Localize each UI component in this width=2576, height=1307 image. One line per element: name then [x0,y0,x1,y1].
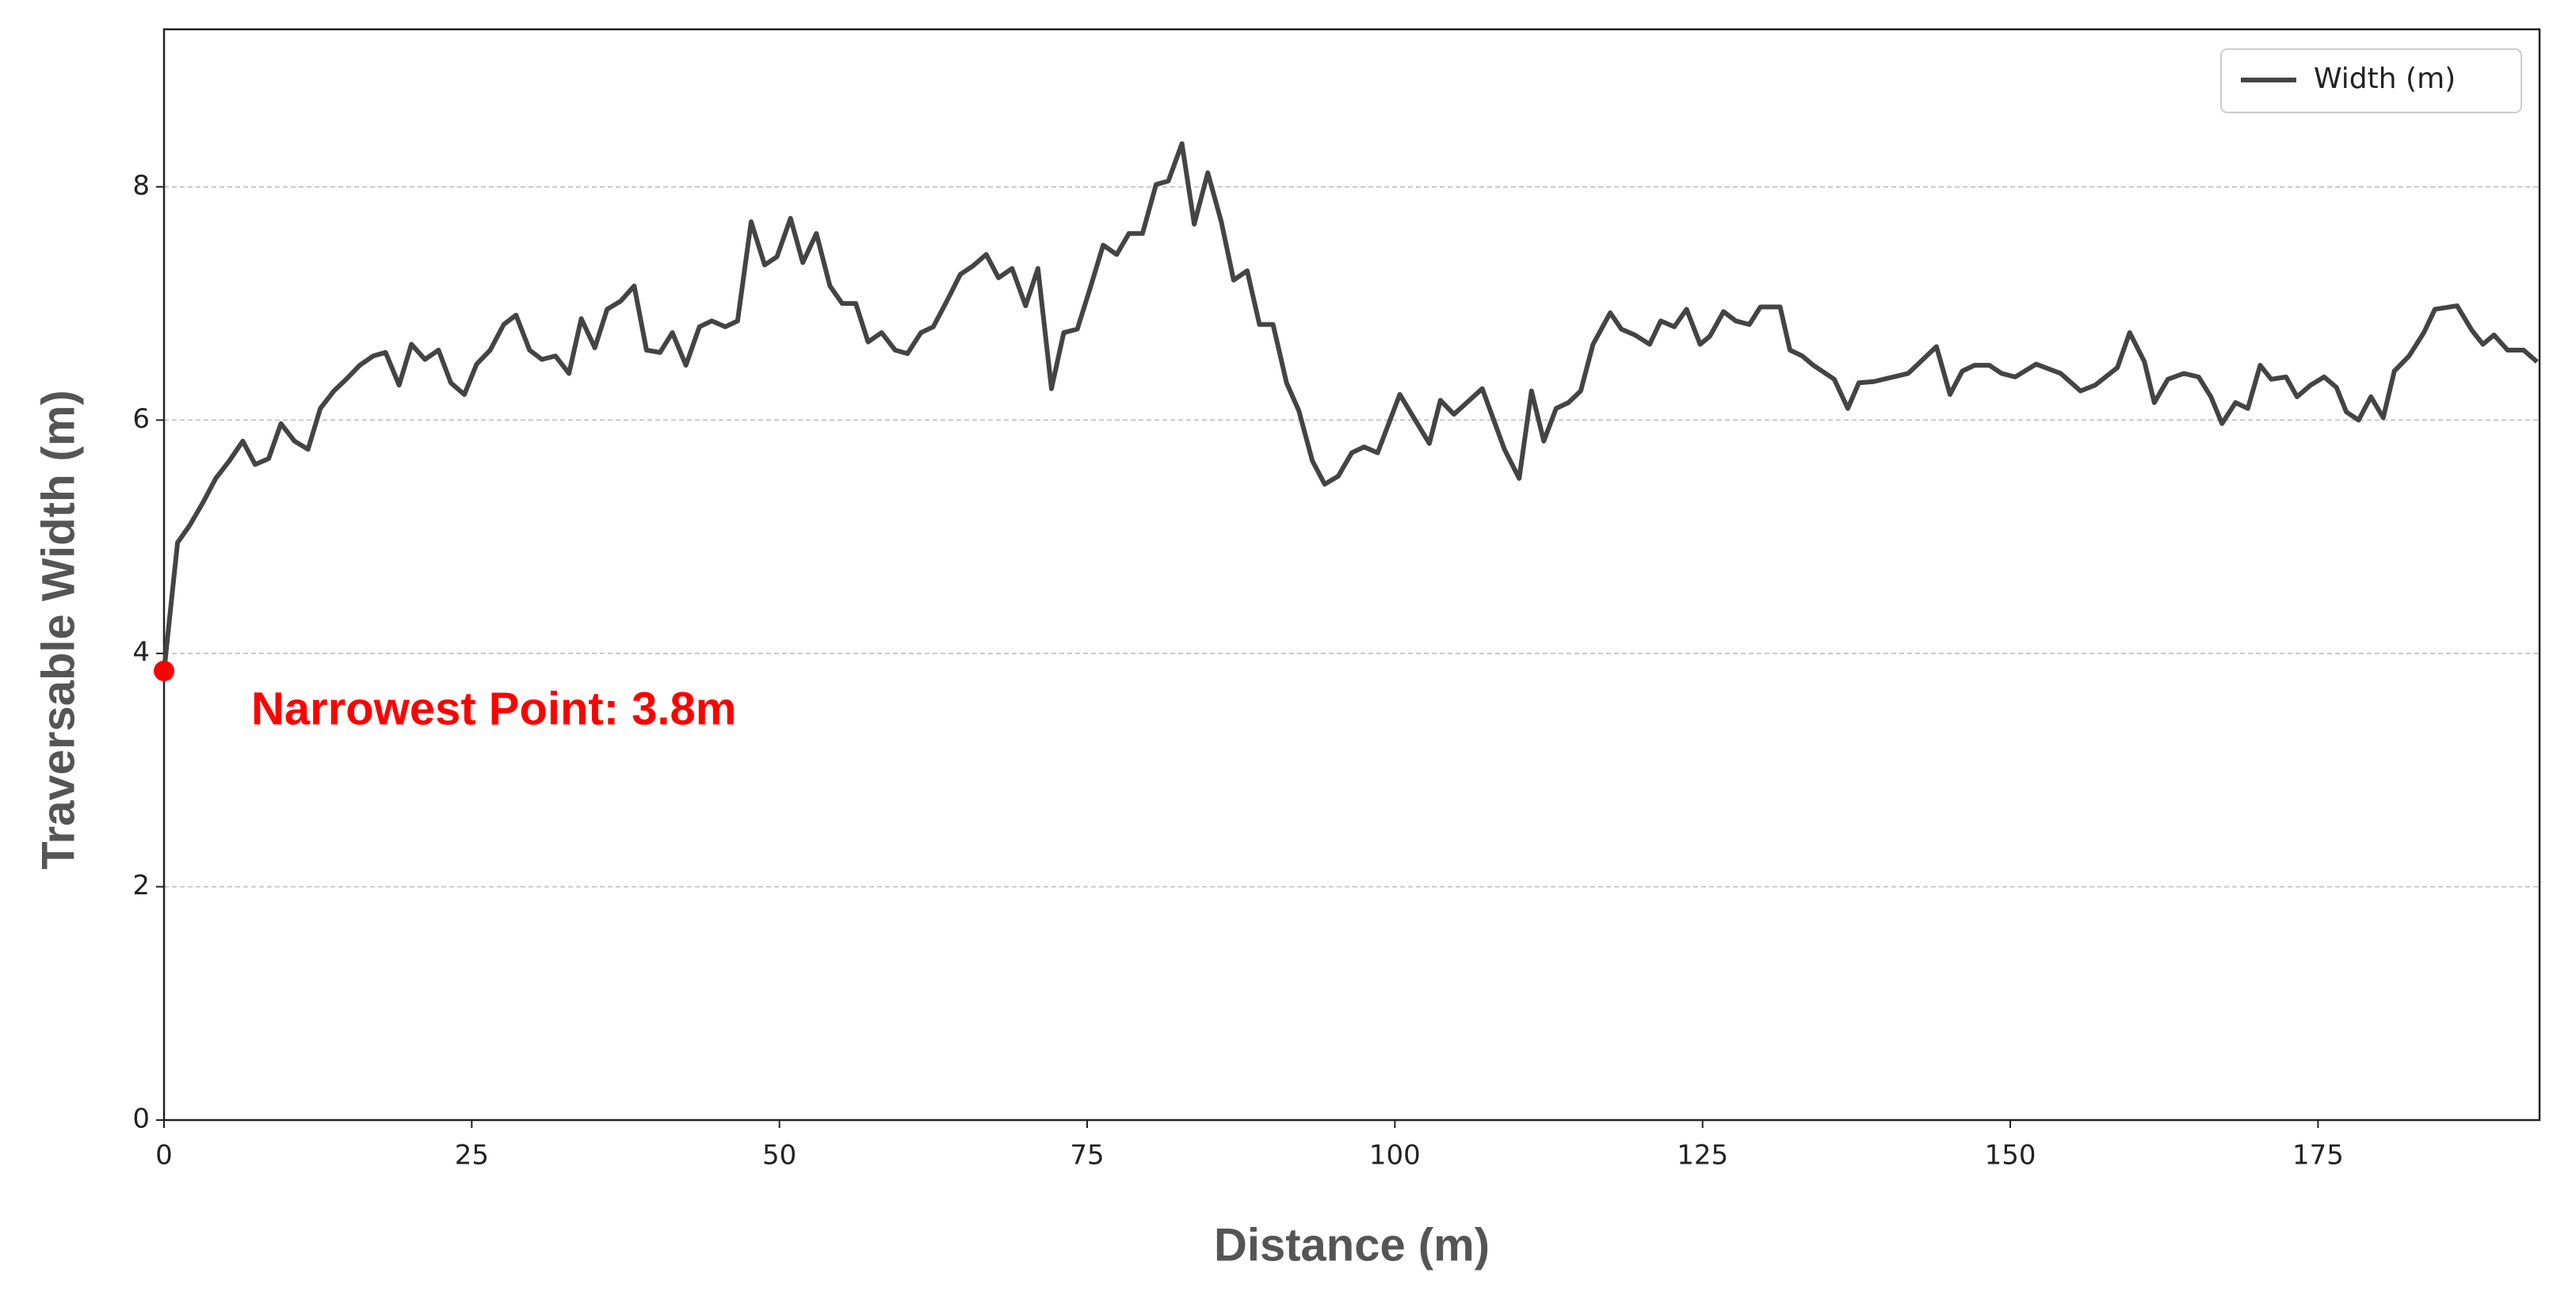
x-tick-label: 75 [1070,1140,1104,1172]
legend-label: Width (m) [2314,63,2456,95]
data-line [162,141,2539,672]
x-tick-label: 175 [2292,1140,2344,1172]
x-tick-label: 50 [762,1140,796,1172]
annotation: Narrowest Point: 3.8m [251,683,736,734]
y-tick-label: 6 [132,403,150,435]
plot-frame [162,28,2541,1122]
x-tick-label: 0 [155,1140,173,1172]
y-tick-label: 4 [132,636,150,668]
y-tick-label: 0 [132,1103,150,1135]
y-tick-label: 8 [132,170,150,201]
legend-box [2220,48,2522,113]
x-axis-label: Distance (m) [1214,1219,1490,1271]
legend: Width (m) [2220,48,2522,113]
x-tick-label: 100 [1369,1140,1421,1172]
x-tick-label: 25 [455,1140,489,1172]
narrowest-point [154,661,174,681]
y-tick-label: 2 [132,870,150,901]
x-tick-label: 150 [1985,1140,2036,1172]
x-tick-label: 125 [1677,1140,1728,1172]
y-axis-label: Traversable Width (m) [32,390,84,869]
